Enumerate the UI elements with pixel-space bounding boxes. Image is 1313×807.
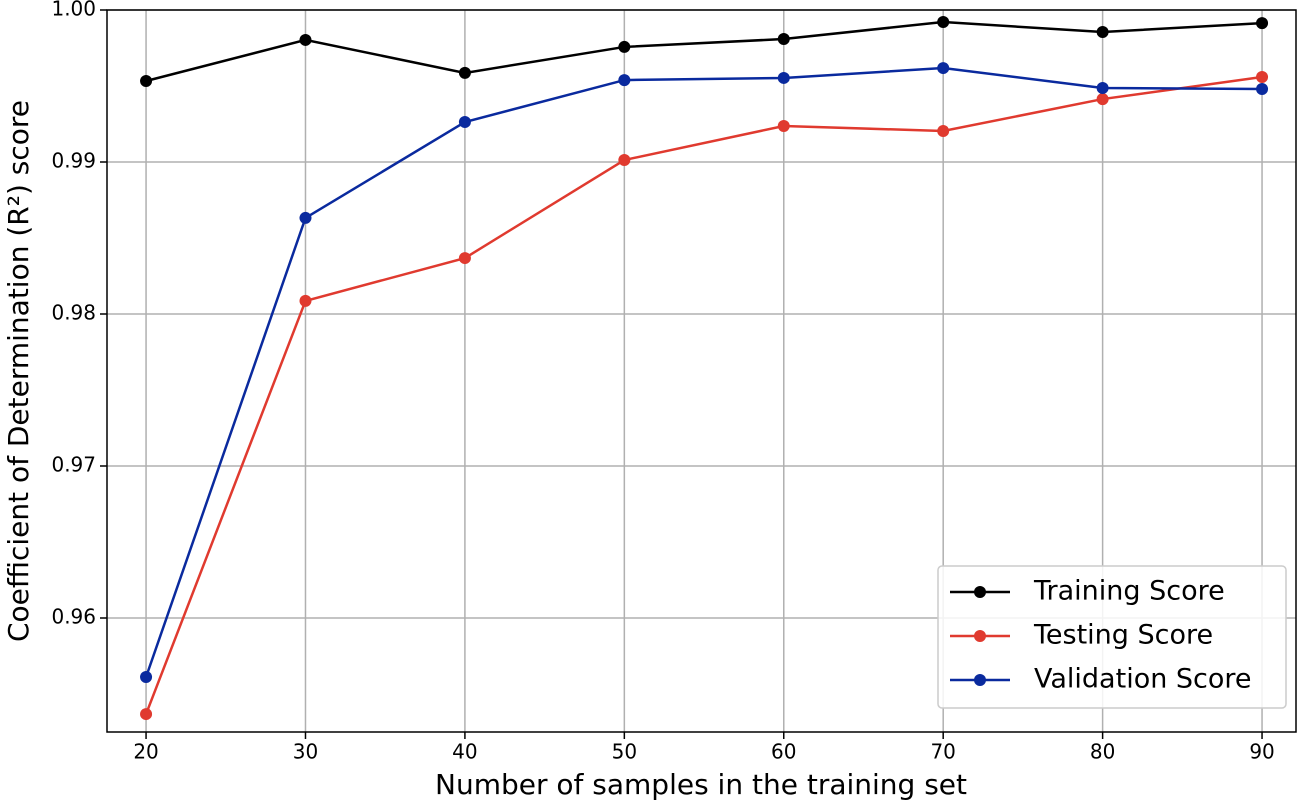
x-tick-label: 90	[1249, 740, 1274, 764]
data-point	[1096, 81, 1109, 94]
legend-label: Testing Score	[1033, 620, 1213, 651]
data-point	[618, 40, 631, 53]
x-tick-label: 20	[133, 740, 158, 764]
data-point	[1256, 71, 1269, 84]
data-point	[1096, 93, 1109, 106]
x-tick-label: 60	[771, 740, 796, 764]
legend-marker	[974, 586, 986, 598]
plot-frame	[106, 9, 1297, 733]
data-point	[618, 74, 631, 87]
y-tick-label: 0.96	[51, 605, 96, 629]
data-point	[937, 124, 950, 137]
data-point	[299, 211, 312, 224]
y-tick-label: 1.00	[51, 0, 96, 21]
data-point	[937, 62, 950, 75]
series-line	[144, 66, 1263, 678]
series-line	[144, 75, 1263, 715]
data-point	[618, 154, 631, 167]
x-tick-label: 70	[930, 740, 955, 764]
legend-box	[937, 565, 1287, 709]
y-tick-label: 0.98	[51, 301, 96, 325]
x-tick-label: 30	[293, 740, 318, 764]
data-point	[140, 74, 153, 87]
data-point	[299, 294, 312, 307]
series-line	[145, 20, 1263, 83]
legend-label: Validation Score	[1034, 664, 1252, 695]
data-point	[777, 33, 790, 46]
legend-label: Training Score	[1033, 576, 1225, 607]
legend-marker	[974, 674, 986, 686]
x-tick-label: 50	[612, 740, 637, 764]
data-point	[140, 708, 153, 721]
data-point	[458, 116, 471, 129]
data-point	[777, 119, 790, 132]
data-point	[458, 252, 471, 265]
data-point	[1256, 17, 1269, 30]
data-point	[777, 71, 790, 84]
data-point	[140, 670, 153, 683]
y-axis-label: Coefficient of Determination (R²) score	[2, 100, 35, 642]
data-point	[1256, 83, 1269, 96]
y-tick-label: 0.99	[51, 149, 96, 173]
data-point	[1096, 26, 1109, 39]
data-point	[299, 33, 312, 46]
legend-marker	[974, 630, 986, 642]
data-point	[937, 16, 950, 29]
data-point	[458, 66, 471, 79]
y-tick-label: 0.97	[51, 453, 96, 477]
x-tick-label: 40	[452, 740, 477, 764]
x-tick-label: 80	[1090, 740, 1115, 764]
x-axis-label: Number of samples in the training set	[435, 768, 967, 801]
